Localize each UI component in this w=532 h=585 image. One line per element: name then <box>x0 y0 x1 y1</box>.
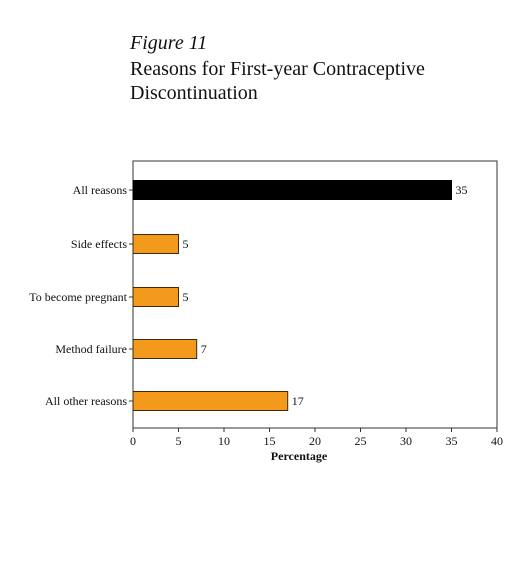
figure-label: Figure 11 <box>130 32 208 54</box>
bar-side-effects <box>132 234 179 254</box>
x-tick-label-10: 10 <box>218 434 230 448</box>
data-label-all-other-reasons: 17 <box>292 394 304 408</box>
x-tick-label-5: 5 <box>176 434 182 448</box>
category-label-to-become-pregnant: To become pregnant <box>29 290 127 304</box>
bar-to-become-pregnant <box>132 287 179 307</box>
x-tick-label-0: 0 <box>130 434 136 448</box>
data-label-all-reasons: 35 <box>456 183 468 197</box>
bar-method-failure <box>132 339 198 359</box>
category-label-all-other-reasons: All other reasons <box>45 394 127 408</box>
category-label-all-reasons: All reasons <box>73 183 128 197</box>
category-label-side-effects: Side effects <box>71 237 127 251</box>
x-tick-label-35: 35 <box>446 434 458 448</box>
x-tick-label-30: 30 <box>400 434 412 448</box>
x-tick-label-40: 40 <box>491 434 503 448</box>
x-tick-label-15: 15 <box>264 434 276 448</box>
data-label-method-failure: 7 <box>201 342 207 356</box>
data-label-side-effects: 5 <box>183 237 189 251</box>
bar-all-reasons <box>132 180 452 200</box>
x-tick-label-25: 25 <box>355 434 367 448</box>
x-axis-title: Percentage <box>271 449 328 463</box>
x-tick-label-20: 20 <box>309 434 321 448</box>
bar-all-other-reasons <box>132 391 289 411</box>
figure-title: Reasons for First-year Contraceptive Dis… <box>130 58 425 104</box>
data-label-to-become-pregnant: 5 <box>183 290 189 304</box>
category-label-method-failure: Method failure <box>55 342 127 356</box>
